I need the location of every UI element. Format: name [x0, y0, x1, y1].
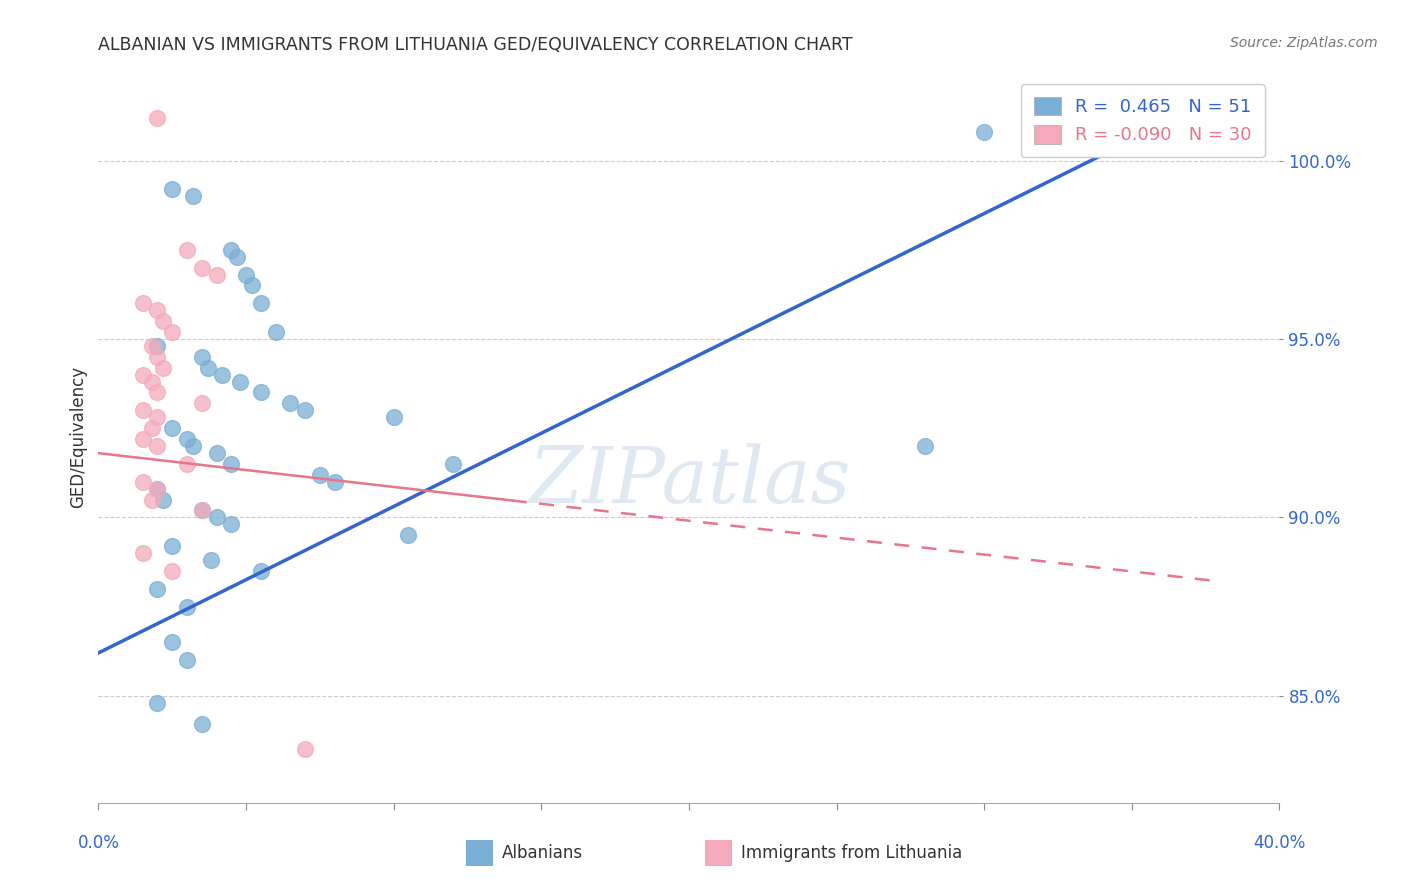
Text: Albanians: Albanians	[502, 844, 583, 862]
Point	[191, 396, 214, 410]
Point	[146, 482, 169, 496]
Point	[146, 385, 169, 400]
Point	[200, 553, 222, 567]
Point	[132, 296, 155, 310]
Point	[264, 325, 287, 339]
Point	[205, 268, 228, 282]
Point	[162, 635, 183, 649]
Text: 40.0%: 40.0%	[1253, 834, 1306, 852]
Point	[141, 421, 163, 435]
Point	[191, 503, 214, 517]
Point	[323, 475, 346, 489]
Point	[146, 350, 169, 364]
Point	[191, 350, 214, 364]
Point	[162, 564, 183, 578]
Point	[278, 396, 302, 410]
Point	[132, 432, 155, 446]
Point	[141, 492, 163, 507]
Point	[176, 432, 198, 446]
Point	[219, 243, 243, 257]
Point	[250, 296, 273, 310]
Text: Source: ZipAtlas.com: Source: ZipAtlas.com	[1230, 36, 1378, 50]
Point	[441, 457, 464, 471]
Point	[250, 564, 273, 578]
Point	[205, 446, 228, 460]
Text: Immigrants from Lithuania: Immigrants from Lithuania	[741, 844, 962, 862]
Point	[132, 546, 155, 560]
Point	[294, 742, 316, 756]
Point	[152, 492, 174, 507]
Point	[132, 368, 155, 382]
Point	[152, 360, 174, 375]
Point	[191, 717, 214, 731]
Point	[219, 517, 243, 532]
Point	[294, 403, 316, 417]
Point	[146, 303, 169, 318]
Point	[205, 510, 228, 524]
Point	[382, 410, 405, 425]
Point	[181, 439, 204, 453]
Point	[250, 385, 273, 400]
Text: ALBANIAN VS IMMIGRANTS FROM LITHUANIA GED/EQUIVALENCY CORRELATION CHART: ALBANIAN VS IMMIGRANTS FROM LITHUANIA GE…	[98, 36, 853, 54]
Point	[176, 653, 198, 667]
Point	[162, 182, 183, 196]
Point	[162, 421, 183, 435]
Point	[132, 475, 155, 489]
Point	[973, 125, 995, 139]
Point	[146, 696, 169, 710]
Point	[146, 582, 169, 596]
Point	[211, 368, 233, 382]
Text: 0.0%: 0.0%	[77, 834, 120, 852]
Point	[219, 457, 243, 471]
Point	[162, 325, 183, 339]
Point	[146, 339, 169, 353]
Point	[132, 403, 155, 417]
Point	[240, 278, 263, 293]
Point	[141, 339, 163, 353]
Point	[162, 539, 183, 553]
Point	[229, 375, 252, 389]
Point	[146, 111, 169, 125]
Point	[191, 503, 214, 517]
Point	[226, 250, 249, 264]
Point	[146, 410, 169, 425]
Point	[146, 439, 169, 453]
Point	[191, 260, 214, 275]
Legend: R =  0.465   N = 51, R = -0.090   N = 30: R = 0.465 N = 51, R = -0.090 N = 30	[1021, 84, 1264, 157]
Point	[176, 457, 198, 471]
Point	[235, 268, 257, 282]
Point	[309, 467, 332, 482]
Point	[396, 528, 419, 542]
Point	[141, 375, 163, 389]
Point	[181, 189, 204, 203]
Point	[914, 439, 936, 453]
Point	[146, 482, 169, 496]
Point	[197, 360, 219, 375]
Y-axis label: GED/Equivalency: GED/Equivalency	[69, 366, 87, 508]
Point	[152, 314, 174, 328]
Text: ZIPatlas: ZIPatlas	[527, 442, 851, 519]
Point	[176, 243, 198, 257]
Point	[176, 599, 198, 614]
